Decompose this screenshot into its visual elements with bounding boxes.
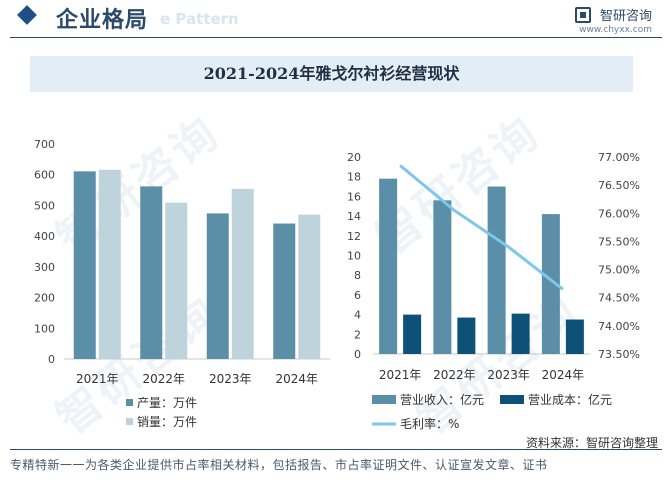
y2-tick-label: 76.00% [598, 207, 640, 220]
y-tick-label: 500 [34, 199, 55, 212]
bar [487, 186, 506, 354]
header-divider [10, 37, 662, 38]
y-tick-label: 100 [34, 322, 55, 335]
y-tick-label: 700 [34, 138, 55, 151]
y-tick-label: 12 [347, 230, 361, 243]
bar [273, 223, 296, 359]
y2-tick-label: 74.00% [598, 320, 640, 333]
bar [73, 171, 96, 359]
bar [140, 186, 163, 359]
legend-label: 产量：万件 [137, 396, 197, 410]
x-tick-label: 2023年 [209, 372, 252, 386]
bar [298, 214, 321, 359]
y2-tick-label: 73.50% [598, 348, 640, 361]
brand-url: www.chyxx.com [579, 25, 652, 35]
legend-swatch [126, 418, 133, 425]
y-tick-label: 600 [34, 169, 55, 182]
y2-tick-label: 76.50% [598, 179, 640, 192]
y-tick-label: 0 [354, 348, 361, 361]
bar [565, 319, 584, 354]
x-tick-label: 2024年 [275, 372, 318, 386]
x-tick-label: 2024年 [542, 368, 585, 382]
y-tick-label: 2 [354, 328, 361, 341]
legend-swatch [500, 395, 524, 404]
y2-tick-label: 77.00% [598, 151, 640, 164]
y-tick-label: 20 [347, 151, 361, 164]
y-tick-label: 6 [354, 289, 361, 302]
chart-title-bar: 2021-2024年雅戈尔衬衫经营现状 [30, 56, 633, 92]
y-tick-label: 16 [347, 190, 361, 203]
section-title: 企业格局 [56, 8, 149, 33]
y-tick-label: 4 [354, 309, 361, 322]
bar [541, 214, 560, 354]
y-tick-label: 18 [347, 171, 361, 184]
bar [231, 188, 254, 359]
brand-logo: 智研咨询 www.chyxx.com [574, 4, 652, 35]
bar [206, 213, 229, 359]
source-note: 资料来源：智研咨询整理 [525, 436, 658, 450]
line-series [399, 164, 564, 291]
x-tick-label: 2021年 [379, 368, 422, 382]
footer-divider [10, 449, 662, 450]
y-tick-label: 400 [34, 230, 55, 243]
bar [433, 200, 452, 354]
y2-tick-label: 74.50% [598, 292, 640, 305]
bar [511, 313, 530, 354]
y-tick-label: 0 [48, 353, 55, 366]
bar [403, 314, 422, 354]
legend-label: 毛利率：% [400, 416, 459, 431]
y-tick-label: 200 [34, 292, 55, 305]
y-tick-label: 300 [34, 261, 55, 274]
legend-label: 营业成本：亿元 [528, 392, 612, 407]
x-tick-label: 2023年 [487, 368, 530, 382]
chart-title: 2021-2024年雅戈尔衬衫经营现状 [203, 64, 460, 83]
bar [165, 202, 188, 359]
y-tick-label: 10 [347, 250, 361, 263]
bar [379, 178, 398, 354]
brand-logo-icon [574, 6, 591, 23]
legend-label: 营业收入：亿元 [400, 392, 484, 407]
y2-tick-label: 75.00% [598, 264, 640, 277]
y2-tick-label: 75.50% [598, 235, 640, 248]
legend-swatch [126, 399, 133, 406]
bar [98, 169, 121, 359]
x-tick-label: 2022年 [433, 368, 476, 382]
y-tick-label: 8 [354, 269, 361, 282]
footer-slogan: 专精特新一一为各类企业提供市占率相关材料，包括报告、市占率证明文件、认证宣发文章… [10, 458, 548, 472]
bar [457, 317, 476, 354]
x-tick-label: 2022年 [142, 372, 185, 386]
page-header: e Pattern 企业格局 智研咨询 www.chyxx.com [0, 0, 672, 40]
x-tick-label: 2021年 [76, 372, 119, 386]
legend-swatch [372, 395, 396, 404]
y-tick-label: 14 [347, 210, 361, 223]
section-subtitle: e Pattern [160, 10, 239, 28]
brand-name: 智研咨询 [599, 9, 652, 24]
legend-label: 销量：万件 [137, 415, 197, 429]
